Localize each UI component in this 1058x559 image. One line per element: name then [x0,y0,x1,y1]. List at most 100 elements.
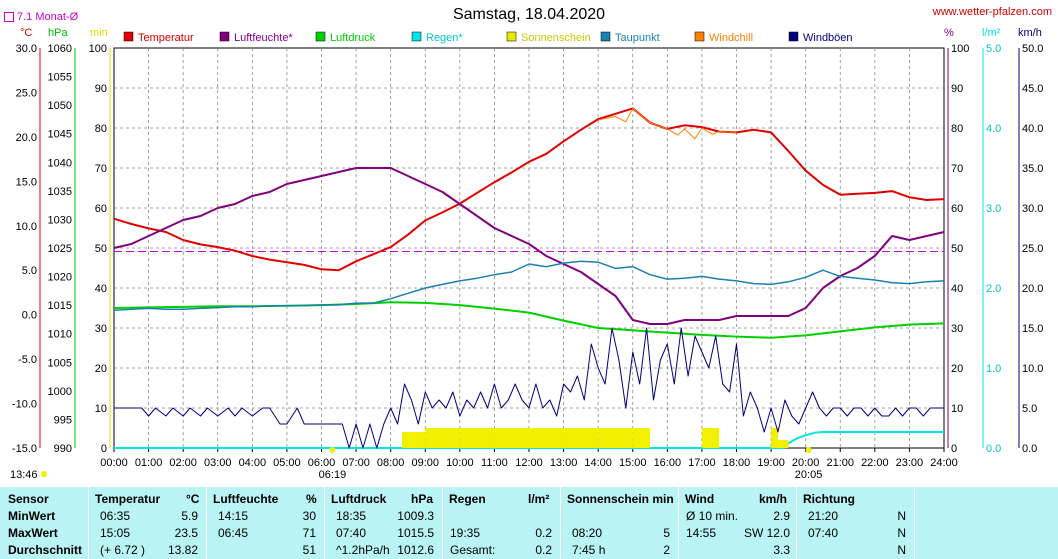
left-axis-tick-label: 1015 [48,300,72,312]
left-axis-tick-label: 30 [95,323,107,335]
table-divider [442,487,443,559]
left-axis-unit: hPa [48,27,68,39]
sonnenschein-bar [632,428,651,448]
x-tick-label: 19:00 [757,457,785,469]
left-axis-tick-label: 10 [95,403,107,415]
left-axis-tick-label: 1010 [48,329,72,341]
table-cell-ri-val: N [897,526,906,540]
right-axis-tick-label: 2.0 [986,283,1001,295]
x-tick-label: 05:00 [273,457,301,469]
legend-label: Taupunkt [615,32,660,44]
legend-swatch [506,31,517,42]
left-axis-tick-label: 50 [95,243,107,255]
left-axis-tick-label: 80 [95,123,107,135]
table-divider [796,487,797,559]
x-tick-label: 15:00 [619,457,647,469]
x-tick-label: 17:00 [688,457,716,469]
table-cell-temp-val: 5.9 [181,509,198,523]
right-axis-tick-label: 40 [951,283,963,295]
table-cell-rg-val: 0.2 [535,543,552,557]
series-line-luftfeuchte [113,167,945,325]
left-axis-tick-label: 0 [101,443,107,455]
x-tick-label: 12:00 [515,457,543,469]
table-cell-temp-time: (+ 6.72 ) [100,543,146,557]
right-axis-tick-label: 10 [951,403,963,415]
table-divider [206,487,207,559]
right-axis-tick-label: 35.0 [1022,163,1043,175]
x-tick-label: 13:00 [550,457,578,469]
right-axis-tick-label: 30 [951,323,963,335]
right-axis-tick-label: 0 [951,443,957,455]
right-axis-tick-label: 5.0 [986,43,1001,55]
table-cell-wd-label: Ø 10 min. [686,509,739,523]
x-tick-label: 18:00 [723,457,751,469]
legend-label: Windböen [803,32,853,44]
time-left-sun-icon [41,471,47,477]
right-axis-tick-label: 100 [951,43,969,55]
legend-swatch [123,31,134,42]
table-cell-rg-val: 0.2 [535,526,552,540]
right-axis-tick-label: 50.0 [1022,43,1043,55]
monat-box-icon [4,12,14,22]
sonnenschein-bar [402,432,426,448]
x-tick-label: 10:00 [446,457,474,469]
x-tick-label: 07:00 [342,457,370,469]
legend-label: Luftfeuchte* [234,32,293,44]
header-wind: Wind [685,492,715,506]
right-axis-tick-label: 5.0 [1022,403,1037,415]
x-tick-label: 14:00 [584,457,612,469]
x-tick-label: 20:00 [792,457,820,469]
left-axis-tick-label: 10.0 [16,221,37,233]
sonnenschein-bar [598,428,633,448]
legend-swatch [411,31,422,42]
x-tick-label: 04:00 [239,457,267,469]
series-line-temperatur [113,107,945,272]
right-axis-tick-label: 3.0 [986,203,1001,215]
table-cell-wd-label: 14:55 [686,526,717,540]
x-tick-label: 09:00 [411,457,439,469]
table-divider [324,487,325,559]
table-cell-lf-val: 30 [302,509,316,523]
right-axis-tick-label: 15.0 [1022,323,1043,335]
legend-label: Luftdruck [330,32,376,44]
sonnenschein-bar [563,428,599,448]
legend-swatch [219,31,230,42]
left-axis-tick-label: 1050 [48,100,72,112]
series-line-taupunkt [113,260,945,311]
series-line-windben [114,327,944,449]
left-axis-tick-label: 20 [95,363,107,375]
right-axis-tick-label: 30.0 [1022,203,1043,215]
monat-label: 7.1 Monat-Ø [17,11,79,23]
sonnenschein-bar [701,428,720,448]
table-cell-ss-val: 5 [663,526,670,540]
x-tick-label: 08:00 [377,457,405,469]
legend-label: Sonnenschein [521,32,591,44]
right-axis-tick-label: 4.0 [986,123,1001,135]
right-axis-tick-label: 20.0 [1022,283,1043,295]
left-axis-tick-label: 0.0 [22,310,37,322]
legend-swatch [694,31,705,42]
x-tick-label: 11:00 [481,457,508,469]
right-axis-tick-label: 20 [951,363,963,375]
right-axis-tick-label: 1.0 [986,363,1001,375]
legend-swatch [788,31,799,42]
site-url[interactable]: www.wetter-pfalzen.com [932,6,1052,18]
table-cell-ri-time: 21:20 [808,509,839,523]
left-axis-tick-label: 1045 [48,129,72,141]
table-cell-lf-val: 71 [302,526,316,540]
table-cell-lf-val: 51 [302,543,316,557]
right-axis-tick-label: 50 [951,243,963,255]
left-axis-tick-label: 1060 [48,43,72,55]
legend-swatch [600,31,611,42]
left-axis-tick-label: 60 [95,203,107,215]
left-axis-tick-label: 5.0 [22,265,37,277]
table-divider [914,487,915,559]
table-cell-temp-val: 23.5 [174,526,198,540]
right-axis-unit: l/m² [982,27,1001,39]
x-tick-label: 24:00 [930,457,958,469]
monat-legend: 7.1 Monat-Ø [4,11,78,23]
left-axis-tick-label: 1030 [48,214,72,226]
table-cell-ld-val: 1015.5 [397,526,434,540]
time-left-label: 13:46 [10,469,38,481]
left-axis-tick-label: -15.0 [12,443,37,455]
